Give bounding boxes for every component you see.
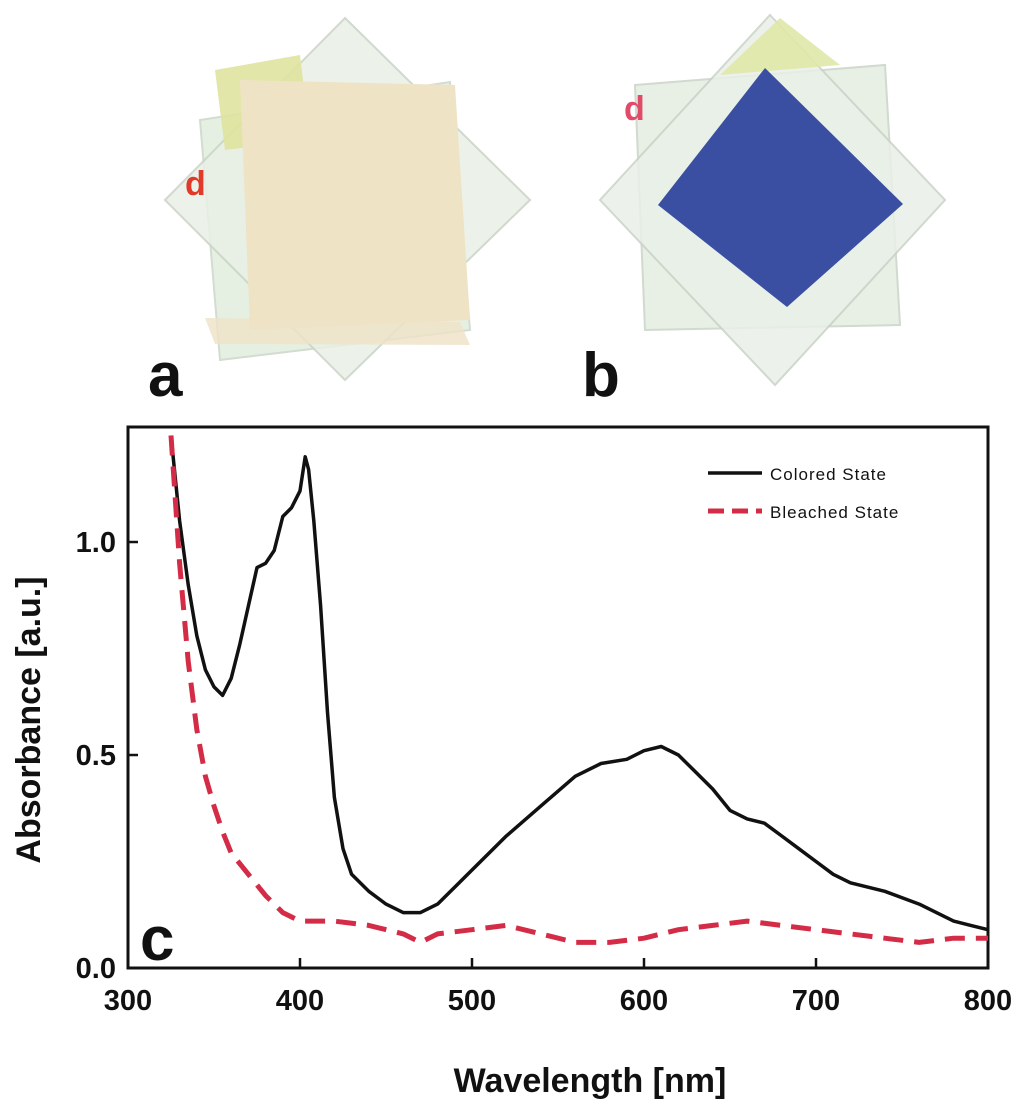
sample-mark-a: d xyxy=(185,165,206,203)
y-axis-title: Absorbance [a.u.] xyxy=(10,576,48,863)
bleached-film-photo xyxy=(163,16,532,382)
series-bleached-state xyxy=(168,435,988,945)
film-photos: d a d b xyxy=(148,13,947,410)
x-axis-title: Wavelength [nm] xyxy=(454,1062,727,1100)
legend: Colored State Bleached State xyxy=(708,465,899,522)
x-tick-label: 800 xyxy=(964,985,1012,1017)
colored-film-photo xyxy=(598,13,947,387)
sample-mark-b: d xyxy=(624,90,645,128)
series-layer xyxy=(168,435,989,945)
y-tick-label: 0.5 xyxy=(76,740,116,772)
plot-frame xyxy=(126,425,990,970)
series-colored-state xyxy=(169,435,989,932)
panel-b-label: b xyxy=(582,341,620,410)
legend-label-bleached: Bleached State xyxy=(770,503,899,522)
x-tick-label: 300 xyxy=(104,985,152,1017)
plot-border xyxy=(126,425,990,970)
x-tick-label: 600 xyxy=(620,985,668,1017)
panel-a-label: a xyxy=(148,341,183,410)
x-tick-label: 500 xyxy=(448,985,496,1017)
legend-label-colored: Colored State xyxy=(770,465,887,484)
panel-c-label: c xyxy=(140,905,174,974)
axis-ticks: 300 400 500 600 700 800 0.0 0.5 1.0 xyxy=(76,527,1013,1017)
y-tick-label: 1.0 xyxy=(76,527,116,559)
x-tick-label: 400 xyxy=(276,985,324,1017)
x-tick-label: 700 xyxy=(792,985,840,1017)
y-tick-label: 0.0 xyxy=(76,953,116,985)
